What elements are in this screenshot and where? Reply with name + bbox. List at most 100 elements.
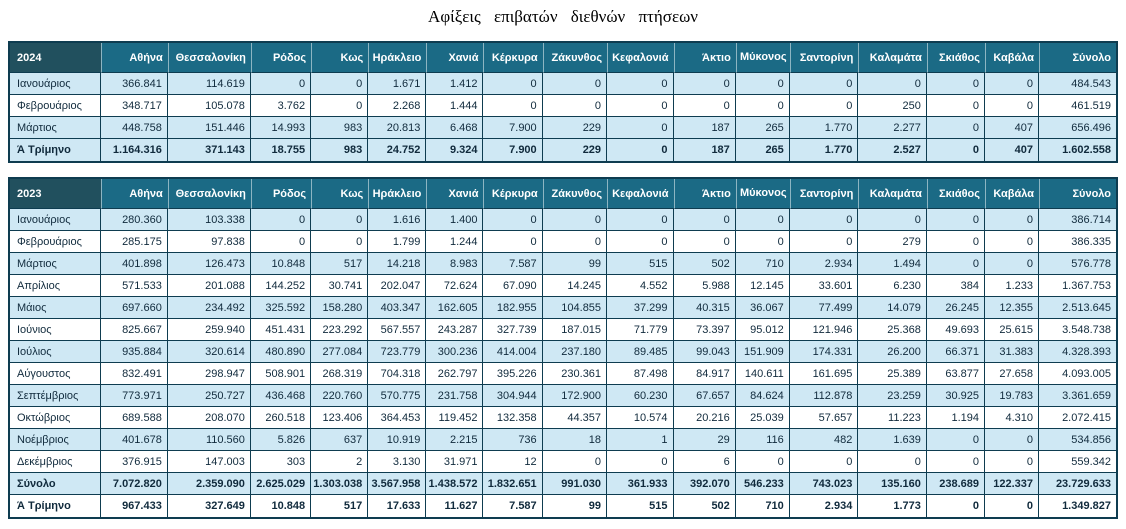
row-label: Φεβρουάριος <box>10 231 102 253</box>
value-cell: 1.773 <box>858 495 927 517</box>
value-cell: 280.360 <box>101 209 168 231</box>
value-cell: 2.268 <box>368 95 427 117</box>
value-cell: 508.901 <box>250 363 312 385</box>
value-cell: 260.518 <box>250 407 312 429</box>
column-header: Μύκονος <box>735 43 790 73</box>
value-cell: 0 <box>607 231 674 253</box>
value-cell: 0 <box>673 209 736 231</box>
value-cell: 0 <box>311 73 369 95</box>
value-cell: 18 <box>542 429 608 451</box>
value-cell: 967.433 <box>101 495 168 517</box>
value-cell: 14.218 <box>368 253 427 275</box>
value-cell: 0 <box>985 95 1039 117</box>
value-cell: 1.444 <box>426 95 484 117</box>
value-cell: 2.527 <box>858 139 927 161</box>
data-table: 2024 Αθήνα Θεσσαλονίκη Ρόδος Κως Ηράκλειο Χανι… <box>10 43 1116 161</box>
value-cell: 44.357 <box>542 407 608 429</box>
value-cell: 223.292 <box>311 319 369 341</box>
value-cell: 187 <box>673 117 736 139</box>
value-cell: 480.890 <box>250 341 312 363</box>
value-cell: 361.933 <box>607 473 674 495</box>
data-row: Μάρτιος 401.898 126.473 10.848 517 14.218 8.98… <box>10 253 1116 275</box>
row-label: Νοέμβριος <box>10 429 102 451</box>
value-cell: 37.299 <box>607 297 674 319</box>
column-header: Κέρκυρα <box>483 179 543 209</box>
value-cell: 0 <box>926 253 985 275</box>
value-cell: 407 <box>985 139 1039 161</box>
value-cell: 704.318 <box>368 363 427 385</box>
row-label: Ά Τρίμηνο <box>10 139 102 161</box>
value-cell: 743.023 <box>789 473 859 495</box>
value-cell: 250.727 <box>167 385 251 407</box>
value-cell: 0 <box>735 231 790 253</box>
column-header: Σαντορίνη <box>789 179 859 209</box>
value-cell: 237.180 <box>542 341 608 363</box>
row-label: Μάρτιος <box>10 253 102 275</box>
value-cell: 0 <box>607 139 674 161</box>
value-cell: 0 <box>483 73 543 95</box>
row-label: Ιούλιος <box>10 341 102 363</box>
value-cell: 0 <box>311 209 369 231</box>
value-cell: 11.223 <box>858 407 927 429</box>
year-header: 2023 <box>10 179 102 209</box>
value-cell: 0 <box>858 209 927 231</box>
value-cell: 0 <box>607 209 674 231</box>
value-cell: 0 <box>607 73 674 95</box>
value-cell: 11.627 <box>426 495 484 517</box>
value-cell: 570.775 <box>368 385 427 407</box>
value-cell: 0 <box>735 73 790 95</box>
value-cell: 29 <box>673 429 736 451</box>
value-cell: 0 <box>607 117 674 139</box>
column-header: Καβάλα <box>985 179 1039 209</box>
value-cell: 2.359.090 <box>167 473 251 495</box>
value-cell: 147.003 <box>167 451 251 473</box>
value-cell: 1.602.558 <box>1039 139 1116 161</box>
value-cell: 1.770 <box>789 117 859 139</box>
value-cell: 104.855 <box>542 297 608 319</box>
value-cell: 4.310 <box>985 407 1039 429</box>
data-row: Ιούλιος 935.884 320.614 480.890 277.084 723.7… <box>10 341 1116 363</box>
value-cell: 0 <box>926 73 985 95</box>
value-cell: 2.934 <box>789 253 859 275</box>
value-cell: 17.633 <box>368 495 427 517</box>
value-cell: 571.533 <box>101 275 168 297</box>
value-cell: 259.940 <box>167 319 251 341</box>
value-cell: 7.587 <box>483 253 543 275</box>
value-cell: 386.714 <box>1039 209 1116 231</box>
data-row: Απρίλιος 571.533 201.088 144.252 30.741 202.0… <box>10 275 1116 297</box>
column-header: Αθήνα <box>101 43 168 73</box>
value-cell: 265 <box>735 139 790 161</box>
value-cell: 20.813 <box>368 117 427 139</box>
arrivals-table-2024: 2024 Αθήνα Θεσσαλονίκη Ρόδος Κως Ηράκλειο Χανι… <box>8 41 1118 163</box>
value-cell: 67.090 <box>483 275 543 297</box>
value-cell: 1.639 <box>858 429 927 451</box>
value-cell: 0 <box>985 451 1039 473</box>
value-cell: 407 <box>985 117 1039 139</box>
value-cell: 2.072.415 <box>1039 407 1116 429</box>
value-cell: 158.280 <box>311 297 369 319</box>
value-cell: 386.335 <box>1039 231 1116 253</box>
value-cell: 1.303.038 <box>311 473 369 495</box>
value-cell: 0 <box>926 209 985 231</box>
value-cell: 265 <box>735 117 790 139</box>
data-table: 2023 Αθήνα Θεσσαλονίκη Ρόδος Κως Ηράκλειο Χανι… <box>10 179 1116 517</box>
column-header: Σκιάθος <box>926 179 985 209</box>
column-header: Κεφαλονιά <box>607 179 674 209</box>
value-cell: 2.625.029 <box>250 473 312 495</box>
value-cell: 0 <box>789 231 859 253</box>
column-header: Σύνολο <box>1039 179 1116 209</box>
value-cell: 0 <box>789 95 859 117</box>
value-cell: 376.915 <box>101 451 168 473</box>
column-header: Σύνολο <box>1039 43 1116 73</box>
value-cell: 2.513.645 <box>1039 297 1116 319</box>
data-row: Οκτώβριος 689.588 208.070 260.518 123.406 364… <box>10 407 1116 429</box>
data-row: Ιανουάριος 280.360 103.338 0 0 1.616 1.400 0 0 0 0… <box>10 209 1116 231</box>
value-cell: 3.130 <box>368 451 427 473</box>
value-cell: 2.215 <box>426 429 484 451</box>
value-cell: 448.758 <box>101 117 168 139</box>
value-cell: 27.658 <box>985 363 1039 385</box>
value-cell: 30.741 <box>311 275 369 297</box>
value-cell: 67.657 <box>673 385 736 407</box>
row-label: Ιούνιος <box>10 319 102 341</box>
